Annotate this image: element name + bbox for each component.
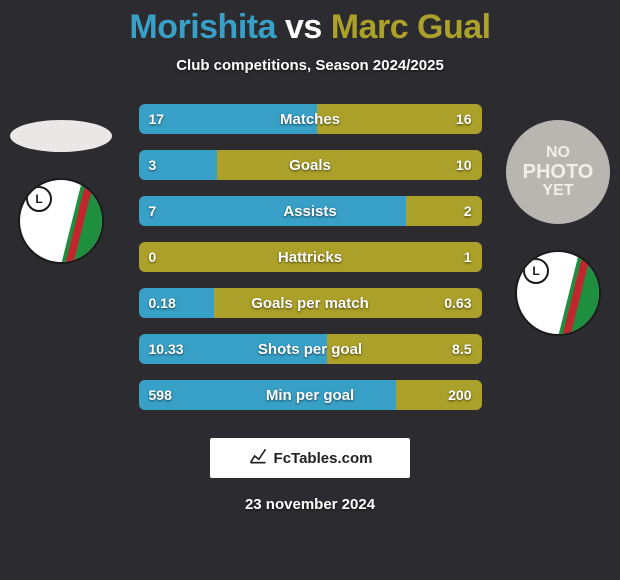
stat-row: 72Assists [139, 196, 482, 226]
stat-row: 1716Matches [139, 104, 482, 134]
page-title: Morishita vs Marc Gual [0, 8, 620, 47]
chart-icon [248, 446, 268, 471]
club-badge-letter: L [26, 186, 52, 212]
player1-club-badge: L [18, 178, 104, 264]
stat-label: Goals per match [139, 288, 482, 318]
player2-club-badge: L [515, 250, 601, 336]
stat-label: Min per goal [139, 380, 482, 410]
stat-label: Shots per goal [139, 334, 482, 364]
stat-label: Assists [139, 196, 482, 226]
title-player2: Marc Gual [331, 8, 491, 46]
stat-label: Goals [139, 150, 482, 180]
player1-side: L [10, 120, 112, 264]
stats-list: 1716Matches 310Goals 72Assists 01Hattricks 0… [139, 104, 482, 410]
player1-avatar [10, 120, 112, 152]
title-vs: vs [285, 8, 322, 46]
date: 23 november 2024 [0, 496, 620, 513]
brand-text: FcTables.com [274, 450, 373, 467]
stat-row: 01Hattricks [139, 242, 482, 272]
stat-label: Hattricks [139, 242, 482, 272]
stat-label: Matches [139, 104, 482, 134]
comparison-card: Morishita vs Marc Gual Club competitions… [0, 0, 620, 580]
brand-badge: FcTables.com [210, 438, 410, 478]
stat-row: 10.338.5Shots per goal [139, 334, 482, 364]
no-photo-line1: NO [523, 145, 594, 162]
club-badge-letter: L [523, 258, 549, 284]
no-photo-line2: PHOTO [523, 162, 594, 183]
no-photo-line3: YET [523, 183, 594, 200]
stat-row: 598200Min per goal [139, 380, 482, 410]
subtitle: Club competitions, Season 2024/2025 [0, 57, 620, 74]
player2-side: NO PHOTO YET L [506, 120, 610, 336]
stat-row: 0.180.63Goals per match [139, 288, 482, 318]
title-player1: Morishita [129, 8, 276, 46]
player2-avatar: NO PHOTO YET [506, 120, 610, 224]
stat-row: 310Goals [139, 150, 482, 180]
